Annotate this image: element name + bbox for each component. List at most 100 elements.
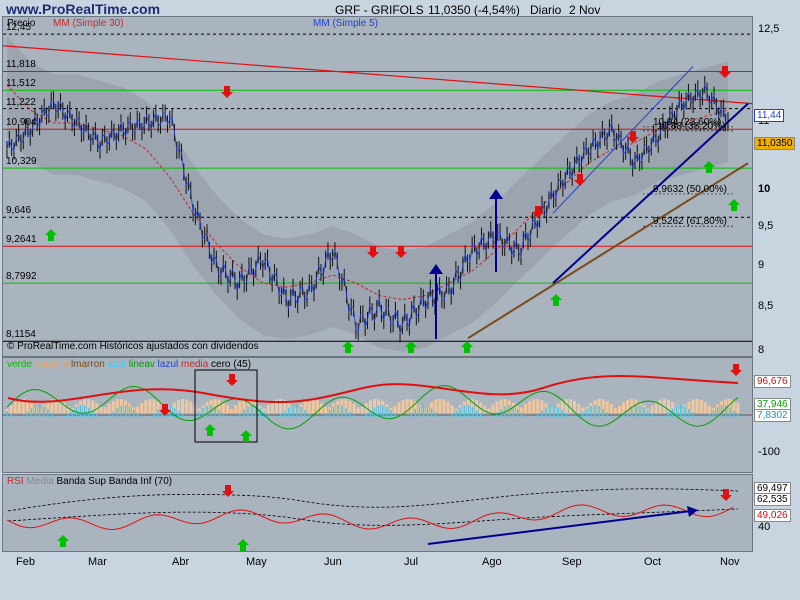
indicator-chart-svg	[3, 364, 752, 443]
level-label: 9,646	[6, 205, 32, 217]
price-tick: 9	[758, 258, 765, 271]
trendline-up-blue	[552, 102, 749, 284]
level-label: 11,222	[6, 96, 36, 108]
month-label: May	[246, 556, 267, 568]
month-label: Abr	[172, 556, 190, 568]
price-tick: 12,5	[758, 23, 780, 36]
rsi-axis: 69,497 62,535 49,026 40	[752, 474, 800, 550]
rsi-legend-item: Banda Inf (70)	[108, 476, 173, 487]
ma30-line	[6, 84, 729, 301]
buy-arrow	[703, 161, 715, 173]
highlight-box	[194, 369, 258, 443]
rsi-legend-item: Banda Sup	[56, 476, 109, 487]
bollinger-band	[7, 36, 728, 352]
price-tick: 9,5	[758, 220, 774, 233]
rsi-tag-3: 49,026	[754, 509, 791, 522]
indicator-media-line	[7, 375, 739, 404]
indicator-tick: -100	[758, 446, 781, 458]
indicator-legend-item: naranja	[34, 359, 71, 370]
indicator-legend-item: azul	[107, 359, 129, 370]
rsi-legend-item: Media	[26, 476, 57, 487]
indicator-legend-item: lmarron	[70, 359, 108, 370]
buy-arrow	[461, 341, 473, 353]
level-label: 12,45	[6, 22, 32, 34]
level-label: 10,904	[6, 117, 37, 129]
price-tick: 8	[758, 343, 765, 356]
rsi-band-inf	[7, 508, 739, 526]
rsi-legend: RSI Media Banda Sup Banda Inf (70)	[7, 476, 172, 487]
trendline-up-brown	[467, 162, 749, 340]
legend-ma5: MM (Simple 5)	[313, 18, 379, 29]
month-label: Feb	[16, 556, 35, 568]
level-label: 11,512	[6, 78, 36, 90]
legend-ma30: MM (Simple 30)	[53, 18, 124, 29]
level-label: 8,1154	[6, 329, 36, 341]
fib-label: 9,9632 (50,00%)	[653, 184, 727, 195]
fib-label: 10,88 (38,20%)	[657, 120, 726, 132]
price-panel[interactable]: Precio MM (Simple 30) MM (Simple 5) © Pr…	[2, 16, 753, 357]
price-tag-last: 11,0350	[754, 137, 796, 150]
sell-arrow	[532, 206, 544, 218]
rsi-panel[interactable]: RSI Media Banda Sup Banda Inf (70)	[2, 474, 753, 552]
buy-arrow	[550, 294, 562, 306]
sell-arrow	[221, 86, 233, 98]
month-label: Sep	[562, 556, 582, 568]
sell-arrow	[627, 131, 639, 143]
month-label: Jul	[404, 556, 419, 568]
month-label: Oct	[644, 556, 662, 568]
date-label: 2 Nov	[569, 3, 601, 17]
blue-arrow-head	[489, 189, 503, 199]
month-label: Ago	[482, 556, 502, 568]
rsi-band-sup	[7, 488, 739, 512]
buy-arrow	[240, 430, 252, 442]
month-label: Nov	[720, 556, 740, 568]
price-tick: 10	[758, 183, 771, 196]
level-label: 9,2641	[6, 234, 37, 246]
fib-label: 10,94 (23,60%)	[653, 116, 722, 128]
sell-arrow	[226, 374, 238, 386]
sell-arrow	[159, 404, 171, 416]
sell-arrow	[720, 489, 732, 501]
buy-arrow	[45, 229, 57, 241]
legend-precio: Precio	[7, 18, 36, 29]
indicator-legend-item: lazul	[157, 359, 182, 370]
buy-arrow	[57, 535, 69, 547]
price-tag-upper: 11,44	[754, 109, 785, 122]
indicator-axis: 96,676 37,946 7,8302 -100	[752, 357, 800, 471]
month-label: Jun	[324, 556, 342, 568]
level-label: 10,329	[6, 156, 37, 168]
level-label: 11,818	[6, 59, 36, 71]
rsi-tag-2: 62,535	[754, 493, 791, 506]
ma5-line	[6, 83, 729, 334]
fib-label: 9,5262 (61,80%)	[653, 216, 727, 228]
site-logo[interactable]: www.ProRealTime.com	[6, 1, 161, 17]
buy-arrow	[342, 341, 354, 353]
indicator-legend-item: verde	[7, 359, 35, 370]
month-label: Mar	[88, 556, 107, 568]
period-label: Diario	[530, 3, 562, 17]
rsi-tick: 40	[758, 521, 771, 533]
rsi-legend-item: RSI	[7, 476, 27, 487]
level-label: 8,7992	[6, 271, 37, 283]
indicator-tag-1: 96,676	[754, 375, 791, 388]
trendline-down	[3, 45, 752, 105]
blue-arrow-head	[429, 264, 443, 274]
indicator-panel[interactable]: verde naranja lmarron azul lineav lazul …	[2, 357, 753, 473]
buy-arrow	[237, 539, 249, 551]
indicator-legend-item: media	[181, 359, 212, 370]
indicator-tag-3: 7,8302	[754, 409, 791, 422]
last-price-header: 11,0350 (-4,54%)	[428, 3, 520, 17]
indicator-green-line	[6, 385, 739, 430]
source-footer: © ProRealTime.com Históricos ajustados c…	[7, 341, 259, 352]
indicator-legend-item: lineav	[128, 359, 158, 370]
buy-arrow	[728, 199, 740, 211]
price-chart-svg	[3, 33, 752, 353]
indicator-legend: verde naranja lmarron azul lineav lazul …	[7, 359, 251, 370]
rsi-chart-svg	[6, 485, 739, 551]
buy-arrow	[204, 424, 216, 436]
indicator-legend-item: cero (45)	[211, 359, 252, 370]
symbol-title: GRF - GRIFOLS	[335, 3, 424, 17]
price-tick: 8,5	[758, 299, 774, 312]
sell-arrow	[730, 364, 742, 376]
buy-arrow	[405, 341, 417, 353]
